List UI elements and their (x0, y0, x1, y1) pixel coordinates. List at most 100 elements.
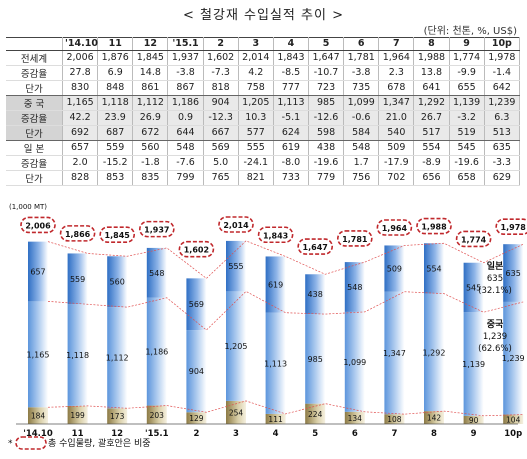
bar-other-label: 199 (70, 411, 85, 420)
table-cell: 569 (203, 140, 239, 156)
total-label: 1,602 (184, 246, 209, 255)
bar-china-segment (265, 312, 286, 414)
table-row: 단가 692 687 672 644 667 577 624 598 584 540 517 519 51… (6, 125, 521, 141)
table-row: 일 본 657 559 560 548 569 555 619 438 548 509 554 545 6… (6, 140, 521, 156)
table-row-label: 증감율 (6, 110, 63, 126)
table-cell: -12.3 (203, 110, 239, 126)
total-label: 1,964 (382, 224, 408, 233)
unit-note: (단위: 천톤, %, US$) (423, 26, 517, 37)
table-cell: -3.2 (449, 110, 485, 126)
total-label: 1,866 (65, 230, 91, 239)
table-cell: -12.6 (308, 110, 345, 126)
table-cell: 818 (203, 80, 239, 96)
total-label: 1,978 (501, 223, 527, 232)
table-cell: -9.9 (449, 65, 485, 81)
table-cell: 6.3 (484, 110, 521, 126)
bar-japan-segment (384, 245, 405, 292)
bar-other-segment (226, 400, 246, 424)
table-cell: 1,165 (62, 95, 99, 111)
bar-china-segment (146, 297, 167, 406)
bar-other-label: 90 (469, 416, 479, 425)
total-oval (336, 230, 373, 247)
bar-china-segment (344, 311, 365, 412)
table-cell: 629 (484, 170, 521, 186)
bar-japan-label: 438 (308, 290, 323, 299)
bar-other-segment (384, 414, 405, 424)
x-tick-label: '14.10 (23, 429, 53, 439)
table-cell: 1,845 (132, 50, 169, 66)
table-cell: -10.7 (308, 65, 345, 81)
bar-china-segment (463, 312, 484, 416)
annotation-china-value: 1,239 (483, 332, 507, 342)
table-header-cell: 11 (97, 37, 134, 51)
bar-china-label: 1,118 (66, 351, 89, 360)
bar-japan-label: 569 (189, 300, 204, 309)
bar-japan-label: 657 (30, 268, 45, 277)
table-cell: 1,112 (132, 95, 169, 111)
total-oval (218, 216, 254, 233)
bar-japan-label: 635 (506, 269, 521, 278)
table-cell: 26.9 (132, 110, 169, 126)
footnote-star: * (8, 439, 13, 449)
annotation-japan-name: 일본 (487, 260, 504, 272)
table-cell: -7.3 (203, 65, 239, 81)
table-cell: -5.1 (273, 110, 309, 126)
table-cell: 692 (62, 125, 99, 141)
table-cell: 1,602 (203, 50, 239, 66)
table-cell: 2.3 (378, 65, 415, 81)
table-cell: 0.9 (167, 110, 204, 126)
trend-line-other (47, 400, 524, 417)
table-cell: 1,937 (167, 50, 204, 66)
table-cell: 5.0 (203, 155, 239, 171)
table-cell: 758 (238, 80, 274, 96)
table-row-label: 중 국 (6, 95, 63, 111)
table-cell: 861 (132, 80, 169, 96)
import-chart: (1,000 MT)6571,1651842,006'14.105591,118… (8, 203, 527, 450)
bar-other-segment (28, 407, 48, 424)
table-row-label: 증감율 (6, 65, 63, 81)
bar-other-label: 203 (150, 411, 165, 420)
table-cell: 4.2 (238, 65, 274, 81)
table-cell: 1,118 (97, 95, 134, 111)
bar-china-label: 1,113 (264, 359, 287, 368)
table-cell: 1,876 (97, 50, 134, 66)
table-cell: 904 (203, 95, 239, 111)
bar-japan-label: 554 (426, 264, 441, 273)
table-cell: 848 (97, 80, 134, 96)
table-cell: 26.7 (413, 110, 450, 126)
x-tick-label: 5 (312, 429, 318, 439)
table-cell: 559 (97, 140, 134, 156)
table-cell: 765 (203, 170, 239, 186)
table-cell: 1,239 (484, 95, 521, 111)
x-tick-label: 12 (111, 429, 123, 439)
table-row-label: 전세계 (6, 50, 63, 66)
table-cell: 821 (238, 170, 274, 186)
bar-other-segment (424, 411, 444, 424)
footnote-oval (15, 436, 47, 450)
bar-other-label: 254 (229, 408, 244, 417)
table-cell: 513 (484, 125, 521, 141)
table-cell: 1,205 (238, 95, 274, 111)
footnote-text: 총 수입물량, 괄호안은 비중 (48, 437, 151, 449)
table-cell: 1,774 (449, 50, 485, 66)
bar-other-segment (107, 408, 128, 424)
table-cell: 723 (308, 80, 345, 96)
table-header-cell: 12 (132, 37, 169, 51)
table-cell: -19.6 (449, 155, 485, 171)
x-tick-label: 3 (233, 429, 239, 439)
bar-china-segment (28, 301, 48, 408)
table-cell: 835 (132, 170, 169, 186)
table-cell: 828 (62, 170, 99, 186)
table-cell: 667 (203, 125, 239, 141)
bar-japan-segment (265, 256, 286, 313)
table-cell: 545 (449, 140, 485, 156)
bar-other-segment (67, 405, 88, 424)
bar-china-segment (186, 330, 207, 413)
table-cell: 598 (308, 125, 345, 141)
x-tick-label: 2 (193, 429, 199, 439)
bar-japan-segment (107, 256, 128, 308)
table-cell: 1,292 (413, 95, 450, 111)
table-header-cell: 4 (273, 37, 309, 51)
table-cell: -7.6 (167, 155, 204, 171)
table-cell: 624 (273, 125, 309, 141)
